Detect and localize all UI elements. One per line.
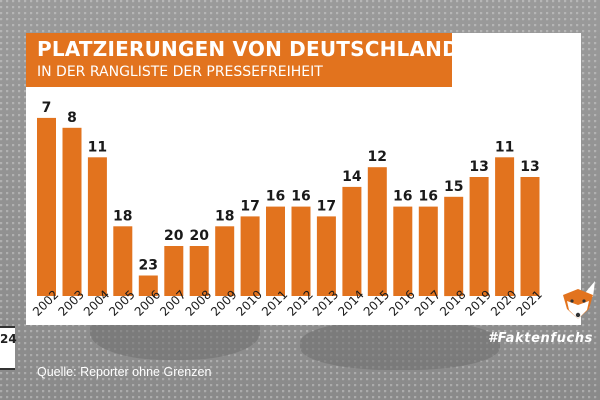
value-label-2009: 18 — [215, 208, 234, 224]
bar-2017 — [418, 206, 438, 296]
map-continent-shape — [300, 320, 500, 370]
bar-2015 — [367, 167, 387, 296]
bar-2013 — [316, 216, 336, 296]
x-tick-label-2008: 2008 — [183, 287, 214, 318]
value-label-2019: 13 — [469, 159, 488, 175]
x-tick-label-2019: 2019 — [463, 287, 494, 318]
bar-2003 — [62, 127, 82, 296]
x-tick-label-2013: 2013 — [310, 287, 341, 318]
bar-2011 — [266, 206, 285, 296]
title-banner — [26, 33, 452, 87]
bar-2002 — [37, 117, 56, 297]
value-label-2014: 14 — [342, 169, 362, 185]
value-label-2013: 17 — [317, 198, 336, 214]
value-label-2017: 16 — [419, 189, 438, 205]
value-label-2005: 18 — [113, 208, 132, 224]
bar-2010 — [240, 216, 260, 296]
bar-2005 — [113, 226, 133, 296]
bar-2007 — [164, 246, 184, 296]
x-tick-label-2021: 2021 — [513, 287, 544, 318]
bar-2016 — [393, 206, 413, 296]
bar-2009 — [215, 226, 235, 296]
x-tick-label-2017: 2017 — [412, 287, 443, 318]
value-label-2008: 20 — [189, 228, 209, 244]
x-tick-label-2010: 2010 — [234, 287, 265, 318]
value-label-2021: 13 — [520, 159, 539, 175]
bar-2020 — [495, 157, 515, 296]
value-label-2007: 20 — [164, 228, 184, 244]
x-tick-label-2005: 2005 — [106, 287, 137, 318]
bar-2008 — [189, 246, 209, 296]
x-tick-label-2007: 2007 — [157, 287, 188, 318]
x-tick-label-2006: 2006 — [132, 287, 163, 318]
chart-title: PLATZIERUNGEN VON DEUTSCHLAND — [37, 37, 459, 61]
x-tick-label-2003: 2003 — [55, 287, 86, 318]
bar-2004 — [87, 157, 107, 296]
value-label-2002: 7 — [42, 100, 52, 116]
side-badge: 24 — [0, 326, 17, 370]
x-tick-label-2015: 2015 — [361, 287, 392, 318]
x-tick-label-2018: 2018 — [437, 287, 468, 318]
source-note: Quelle: Reporter ohne Grenzen — [37, 365, 212, 379]
faktenfuchs-hashtag: #Faktenfuchs — [488, 331, 593, 346]
x-tick-label-2011: 2011 — [259, 287, 290, 318]
bar-2012 — [291, 206, 311, 296]
x-tick-label-2012: 2012 — [284, 287, 315, 318]
value-label-2015: 12 — [368, 149, 387, 165]
bar-2019 — [469, 177, 489, 296]
x-tick-label-2014: 2014 — [335, 287, 366, 318]
value-label-2004: 11 — [88, 139, 107, 155]
bar-2021 — [520, 177, 540, 296]
value-label-2011: 16 — [266, 189, 285, 205]
bar-2006 — [138, 275, 158, 296]
value-label-2020: 11 — [495, 139, 514, 155]
value-label-2012: 16 — [291, 189, 310, 205]
value-label-2016: 16 — [393, 189, 412, 205]
chart-subtitle: IN DER RANGLISTE DER PRESSEFREIHEIT — [37, 64, 323, 80]
side-badge-text: 24 — [0, 332, 17, 346]
bar-2018 — [444, 196, 464, 297]
x-tick-label-2004: 2004 — [81, 287, 112, 318]
x-tick-label-2002: 2002 — [30, 287, 61, 318]
value-label-2006: 23 — [139, 258, 158, 274]
x-tick-label-2009: 2009 — [208, 287, 239, 318]
value-label-2018: 15 — [444, 179, 463, 195]
x-tick-label-2016: 2016 — [386, 287, 417, 318]
fox-logo-icon — [561, 281, 595, 319]
bar-2014 — [342, 186, 362, 296]
value-label-2003: 8 — [67, 110, 77, 126]
x-tick-label-2020: 2020 — [488, 287, 519, 318]
value-label-2010: 17 — [240, 198, 259, 214]
